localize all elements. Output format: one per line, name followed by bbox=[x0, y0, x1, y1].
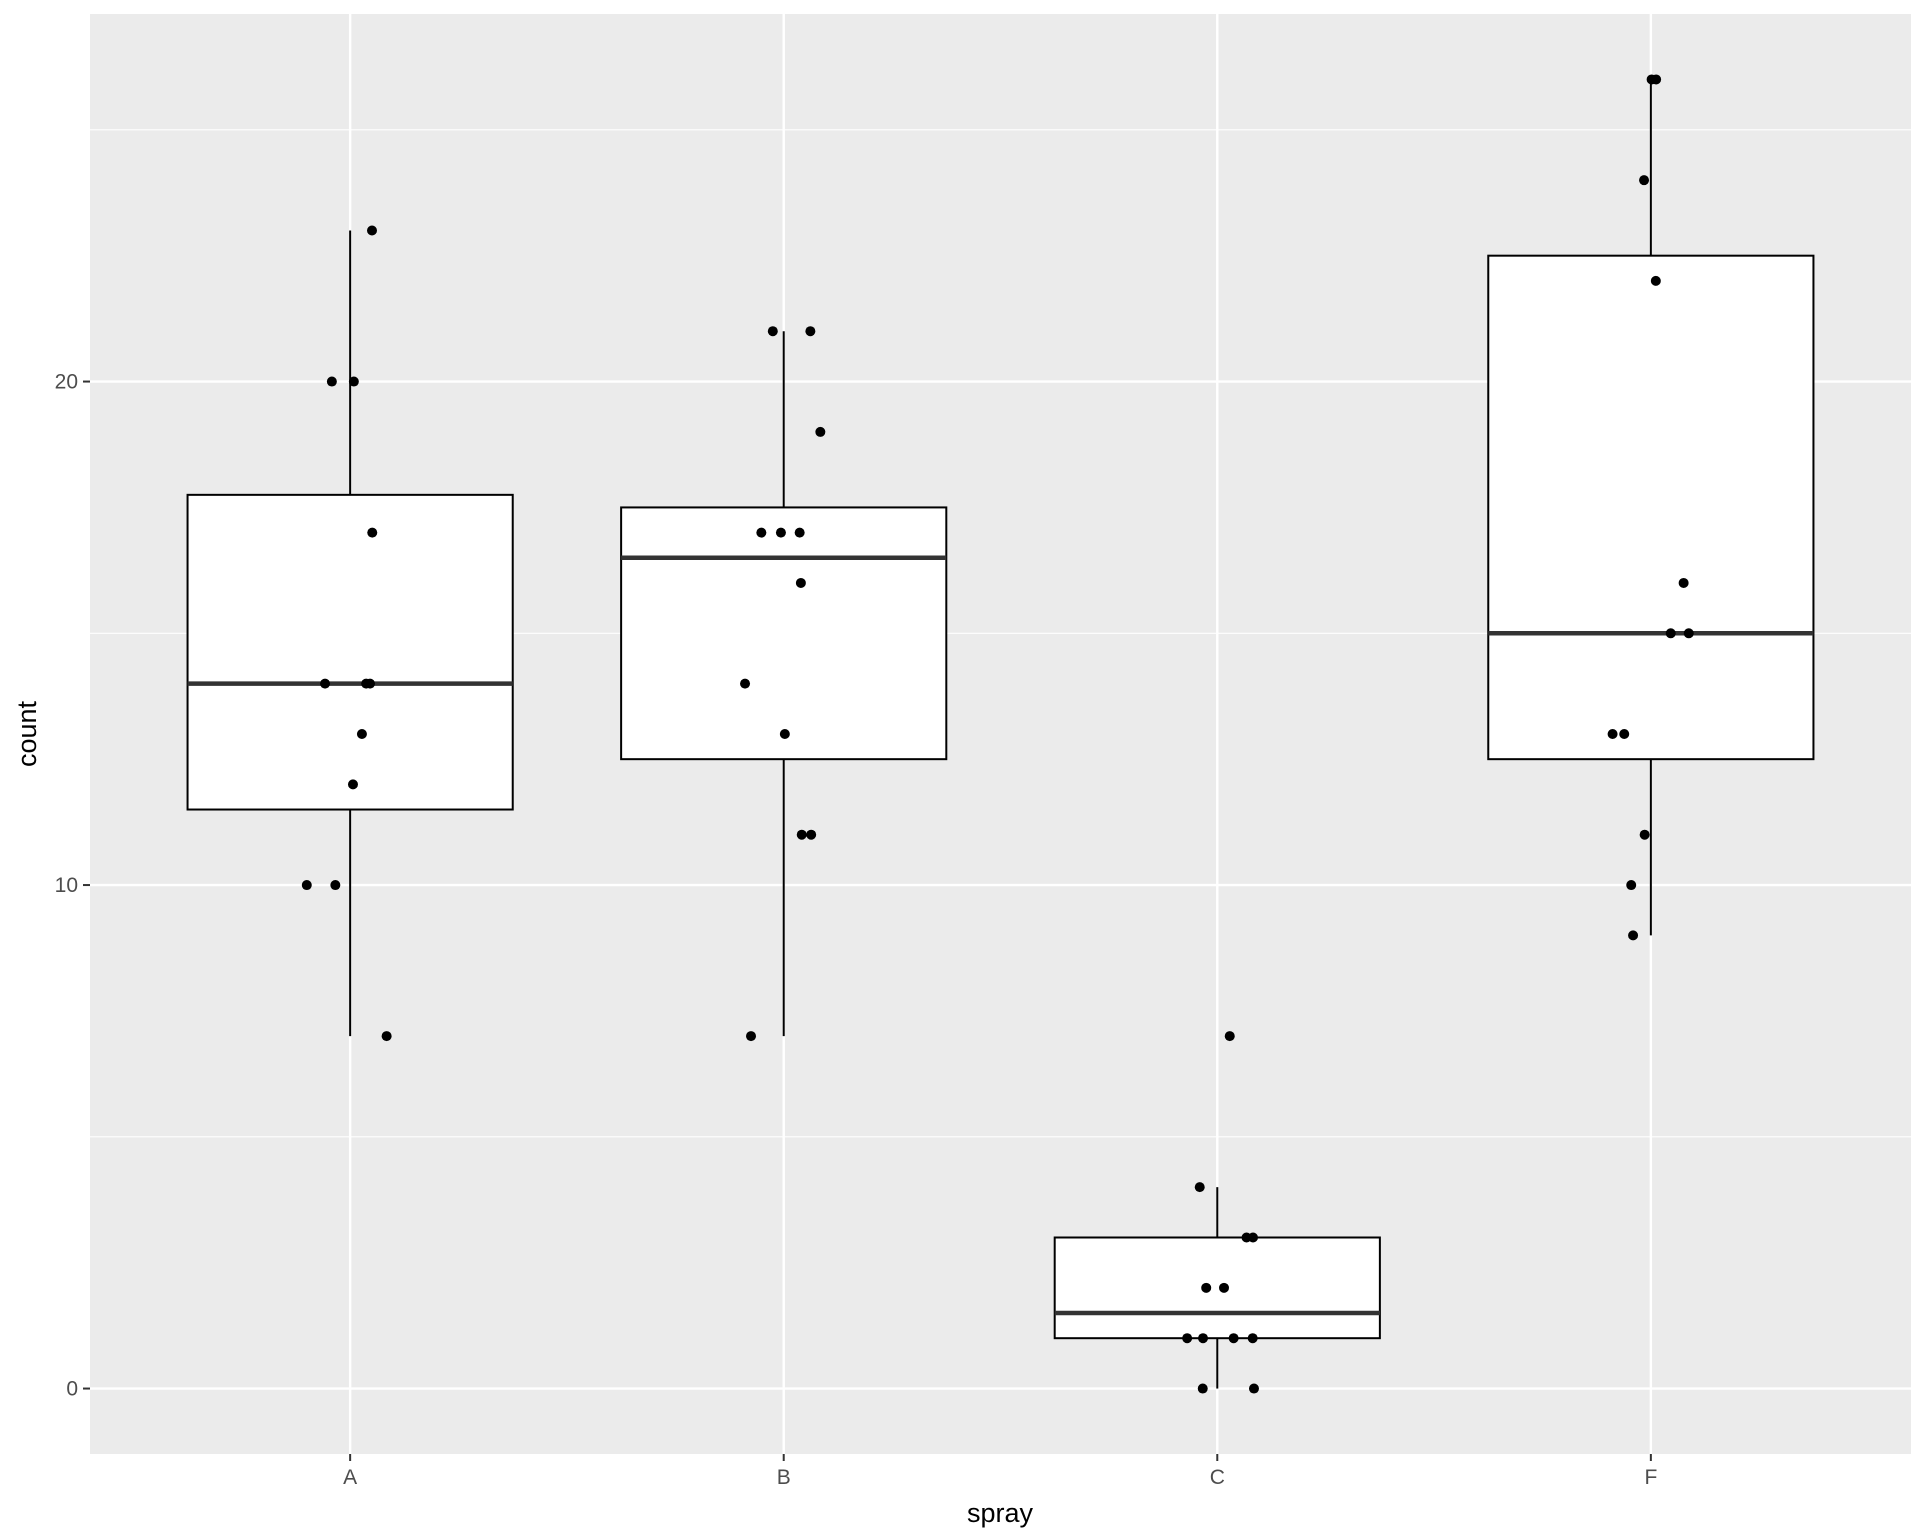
data-point-a bbox=[330, 880, 341, 891]
data-point-a bbox=[366, 225, 377, 236]
data-point-b bbox=[756, 527, 767, 538]
data-point-b bbox=[740, 678, 751, 689]
x-tick-label: C bbox=[1210, 1466, 1225, 1489]
y-axis: 0 10 20 bbox=[55, 371, 90, 1401]
data-point-b bbox=[796, 829, 807, 840]
data-point-b bbox=[795, 577, 806, 588]
box bbox=[1053, 1236, 1381, 1340]
data-point-f bbox=[1607, 729, 1618, 739]
data-point-b bbox=[805, 326, 816, 337]
data-point-a bbox=[320, 678, 331, 689]
data-point-b bbox=[779, 729, 790, 739]
y-tick-label: 20 bbox=[55, 371, 78, 394]
data-point-c bbox=[1198, 1333, 1209, 1344]
data-point-b bbox=[815, 426, 826, 437]
data-point-f bbox=[1619, 729, 1630, 739]
box bbox=[186, 493, 514, 811]
boxplot-b bbox=[620, 331, 948, 1037]
data-point-a bbox=[367, 527, 378, 538]
boxplot-f bbox=[1487, 79, 1815, 936]
data-point-b bbox=[746, 1031, 757, 1042]
boxplot-c bbox=[1053, 1187, 1381, 1389]
data-point-f bbox=[1639, 175, 1650, 186]
data-point-a bbox=[361, 678, 372, 689]
jitter-points bbox=[301, 74, 1694, 1394]
data-point-f bbox=[1665, 628, 1676, 639]
x-tick-label: A bbox=[343, 1466, 357, 1489]
data-point-c bbox=[1241, 1232, 1252, 1243]
data-point-b bbox=[775, 527, 786, 538]
box bbox=[1487, 254, 1815, 761]
data-point-f bbox=[1683, 628, 1694, 639]
data-point-a bbox=[347, 779, 358, 790]
data-point-c bbox=[1224, 1031, 1235, 1042]
box bbox=[620, 506, 948, 761]
data-point-c bbox=[1228, 1333, 1239, 1344]
data-point-f bbox=[1628, 930, 1639, 941]
y-tick-label: 10 bbox=[55, 874, 78, 897]
data-point-c bbox=[1197, 1383, 1208, 1394]
data-point-b bbox=[767, 326, 778, 337]
boxplots bbox=[186, 79, 1815, 1389]
data-point-a bbox=[381, 1031, 392, 1042]
data-point-f bbox=[1646, 74, 1657, 85]
x-axis-title: spray bbox=[967, 1498, 1034, 1528]
data-point-c bbox=[1248, 1383, 1259, 1394]
x-tick-label: B bbox=[777, 1466, 791, 1489]
x-tick-label: F bbox=[1644, 1466, 1657, 1489]
data-point-a bbox=[326, 376, 337, 387]
data-point-c bbox=[1219, 1282, 1230, 1293]
data-point-c bbox=[1201, 1282, 1212, 1293]
data-point-c bbox=[1182, 1333, 1193, 1344]
data-point-f bbox=[1626, 880, 1637, 891]
data-point-a bbox=[356, 729, 367, 739]
data-point-f bbox=[1678, 577, 1689, 588]
y-tick-label: 0 bbox=[66, 1378, 78, 1401]
data-point-f bbox=[1650, 275, 1661, 286]
data-point-b bbox=[794, 527, 805, 538]
data-point-c bbox=[1194, 1182, 1205, 1193]
data-point-a bbox=[301, 880, 312, 891]
data-point-b bbox=[806, 829, 817, 840]
data-point-c bbox=[1247, 1333, 1258, 1344]
data-point-a bbox=[348, 376, 359, 387]
boxplot-a bbox=[186, 230, 514, 1037]
y-axis-title: count bbox=[12, 700, 42, 767]
data-point-f bbox=[1639, 829, 1650, 840]
